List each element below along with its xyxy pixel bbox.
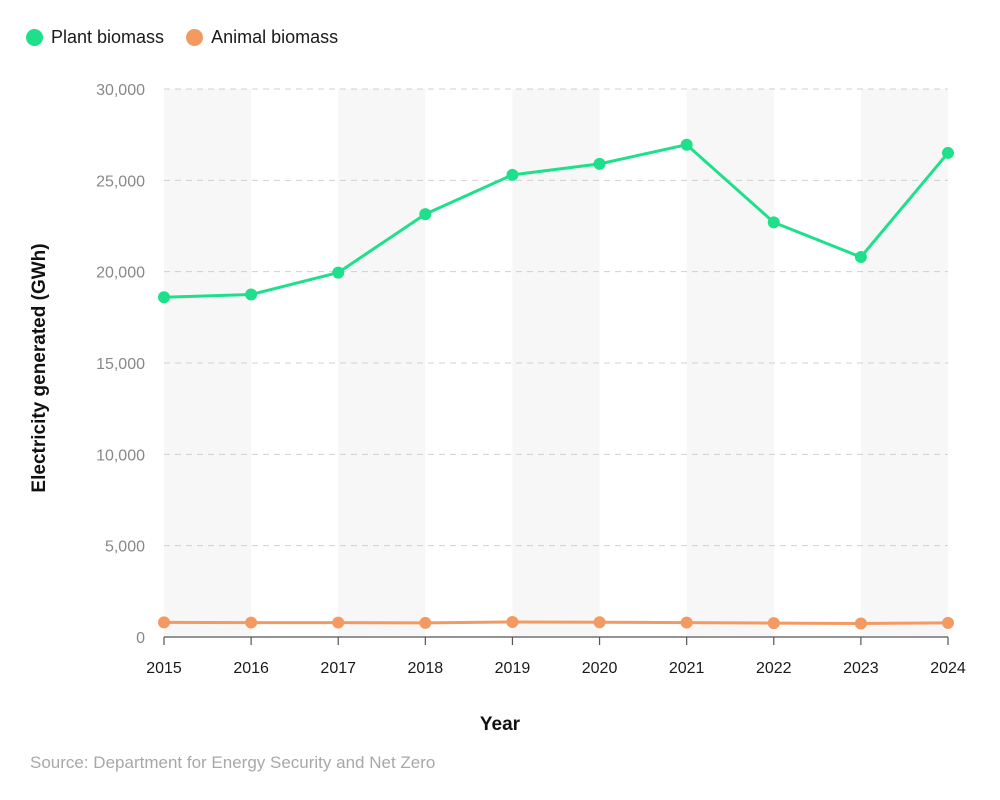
- data-point-plant-biomass-2022[interactable]: [767, 216, 780, 229]
- data-point-animal-biomass-2023[interactable]: [854, 617, 867, 630]
- legend: Plant biomass Animal biomass: [26, 27, 338, 48]
- data-point-plant-biomass-2023[interactable]: [854, 251, 867, 264]
- column-bands: [164, 89, 948, 637]
- y-tick-label: 15,000: [96, 356, 145, 373]
- legend-item-animal-biomass[interactable]: Animal biomass: [186, 27, 338, 48]
- y-tick-label: 25,000: [96, 173, 145, 190]
- plant-biomass-swatch-icon: [26, 29, 43, 46]
- data-point-plant-biomass-2015[interactable]: [158, 291, 170, 304]
- data-point-plant-biomass-2016[interactable]: [245, 288, 258, 301]
- y-tick-label: 0: [136, 630, 145, 647]
- series-line-plant-biomass: [162, 143, 950, 299]
- data-point-animal-biomass-2024[interactable]: [942, 616, 954, 629]
- data-point-animal-biomass-2020[interactable]: [593, 616, 606, 629]
- y-tick-label: 30,000: [96, 82, 145, 99]
- data-point-animal-biomass-2021[interactable]: [680, 616, 693, 629]
- data-point-animal-biomass-2015[interactable]: [158, 616, 170, 629]
- data-point-plant-biomass-2017[interactable]: [332, 266, 345, 279]
- x-axis-title: Year: [480, 714, 521, 735]
- y-tick-labels: 0 5,000 10,000 15,000 20,000 25,000 30,000: [96, 82, 145, 647]
- x-tick-label: 2018: [408, 660, 444, 677]
- animal-biomass-swatch-icon: [186, 29, 204, 46]
- x-tick-label: 2021: [669, 660, 705, 677]
- data-point-animal-biomass-2022[interactable]: [767, 617, 780, 630]
- data-point-plant-biomass-2024[interactable]: [942, 146, 954, 159]
- data-point-plant-biomass-2019[interactable]: [506, 168, 519, 181]
- source-note: Source: Department for Energy Security a…: [30, 753, 436, 772]
- data-point-animal-biomass-2017[interactable]: [332, 616, 345, 629]
- data-point-animal-biomass-2016[interactable]: [245, 616, 258, 629]
- data-point-animal-biomass-2019[interactable]: [506, 616, 519, 629]
- y-tick-label: 20,000: [96, 265, 145, 282]
- data-point-plant-biomass-2018[interactable]: [419, 208, 432, 221]
- x-tick-label: 2019: [495, 660, 531, 677]
- series-animal-biomass: [158, 616, 954, 630]
- x-tick-label: 2017: [320, 660, 356, 677]
- legend-item-plant-biomass[interactable]: Plant biomass: [26, 27, 164, 48]
- x-tick-label: 2023: [843, 660, 879, 677]
- x-tick-label: 2016: [233, 660, 269, 677]
- axes: [163, 636, 949, 645]
- legend-label-animal-biomass: Animal biomass: [211, 27, 339, 47]
- series-line-animal-biomass: [162, 620, 950, 625]
- gridlines: [164, 88, 948, 547]
- series-plant-biomass: [158, 138, 954, 304]
- x-tick-label: 2024: [930, 660, 966, 677]
- data-point-plant-biomass-2021[interactable]: [680, 138, 693, 151]
- y-axis-title: Electricity generated (GWh): [29, 243, 50, 492]
- legend-label-plant-biomass: Plant biomass: [51, 27, 165, 47]
- data-point-animal-biomass-2018[interactable]: [419, 616, 432, 629]
- x-tick-label: 2020: [582, 660, 618, 677]
- x-tick-labels: 2015 2016 2017 2018 2019 2020 2021 2022 2023 2024: [146, 660, 966, 677]
- x-tick-label: 2022: [756, 660, 792, 677]
- data-point-plant-biomass-2020[interactable]: [593, 157, 606, 170]
- y-tick-label: 10,000: [96, 447, 145, 464]
- y-tick-label: 5,000: [105, 539, 145, 556]
- series-layer: [158, 138, 954, 630]
- x-tick-label: 2015: [146, 660, 182, 677]
